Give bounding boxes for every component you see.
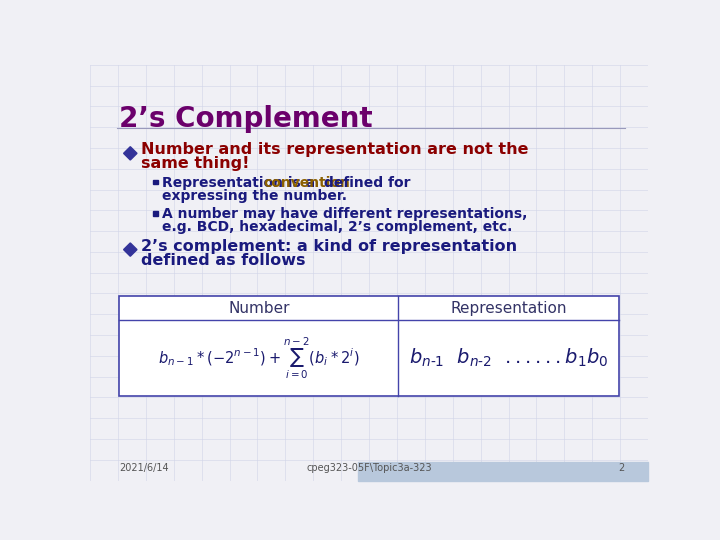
Text: Representation is a: Representation is a bbox=[162, 176, 320, 190]
Text: 2’s complement: a kind of representation: 2’s complement: a kind of representation bbox=[141, 239, 517, 254]
Text: Representation: Representation bbox=[450, 301, 567, 315]
Text: A number may have different representations,: A number may have different representati… bbox=[162, 207, 528, 221]
Bar bbox=[120, 296, 618, 396]
Text: $b_{n\text{-}1}\ \ b_{n\text{-}2}\ \ ......b_1b_0$: $b_{n\text{-}1}\ \ b_{n\text{-}2}\ \ ...… bbox=[409, 347, 608, 369]
Text: expressing the number.: expressing the number. bbox=[162, 189, 347, 203]
Text: defined as follows: defined as follows bbox=[141, 253, 306, 268]
Bar bbox=[153, 180, 158, 184]
Text: Number: Number bbox=[228, 301, 289, 315]
Text: 2’s Complement: 2’s Complement bbox=[120, 105, 373, 133]
Text: 2021/6/14: 2021/6/14 bbox=[120, 463, 169, 473]
Bar bbox=[358, 462, 648, 481]
Bar bbox=[153, 211, 158, 215]
Text: e.g. BCD, hexadecimal, 2’s complement, etc.: e.g. BCD, hexadecimal, 2’s complement, e… bbox=[162, 220, 513, 234]
Text: same thing!: same thing! bbox=[141, 156, 250, 171]
Text: cpeg323-05F\Topic3a-323: cpeg323-05F\Topic3a-323 bbox=[306, 463, 432, 473]
Text: Number and its representation are not the: Number and its representation are not th… bbox=[141, 142, 528, 157]
Polygon shape bbox=[124, 243, 137, 256]
Text: defined for: defined for bbox=[320, 176, 411, 190]
Text: convention: convention bbox=[264, 176, 351, 190]
Text: 2: 2 bbox=[618, 463, 625, 473]
Polygon shape bbox=[124, 147, 137, 160]
Text: $b_{n-1} * (-2^{n-1}) + \sum_{i=0}^{n-2}(b_i * 2^i)$: $b_{n-1} * (-2^{n-1}) + \sum_{i=0}^{n-2}… bbox=[158, 335, 360, 381]
